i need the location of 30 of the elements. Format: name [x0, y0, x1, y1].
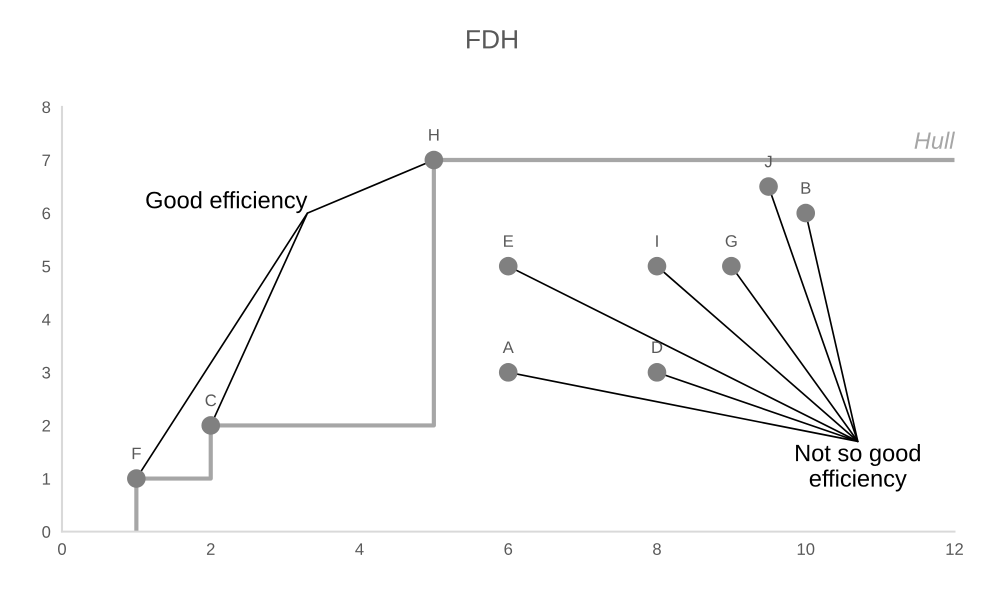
y-tick-label: 5 [42, 260, 50, 272]
x-tick-label: 4 [355, 543, 364, 555]
y-tick-label: 2 [42, 420, 50, 432]
x-tick-label: 0 [58, 543, 66, 555]
data-label: D [652, 342, 662, 353]
annotation: Not so good efficiency [796, 444, 920, 492]
annotation: Good efficiency [146, 191, 308, 214]
y-tick-label: 0 [42, 526, 50, 538]
y-tick-label: 8 [42, 101, 50, 114]
y-tick-label: 7 [42, 154, 50, 166]
data-label: C [206, 394, 216, 406]
data-label: A [502, 342, 514, 353]
series-label: Hull [914, 132, 956, 149]
x-tick-label: 2 [206, 543, 215, 555]
y-tick-label: 6 [42, 208, 50, 220]
y-tick-label: 4 [42, 314, 50, 326]
y-tick-label: 1 [42, 473, 50, 485]
data-label: E [504, 235, 514, 247]
y-tick-label: 3 [42, 366, 50, 379]
data-label: G [726, 235, 737, 247]
data-label: J [764, 156, 772, 168]
x-tick-label: 10 [798, 543, 814, 555]
x-tick-label: 12 [946, 543, 963, 555]
x-tick-label: 8 [653, 543, 661, 555]
data-label: B [802, 182, 810, 194]
x-tick-label: 6 [504, 543, 512, 555]
chart-title: FDH [467, 30, 517, 48]
data-label: F [132, 448, 141, 460]
data-label: H [429, 129, 439, 141]
data-label: I [656, 235, 658, 247]
